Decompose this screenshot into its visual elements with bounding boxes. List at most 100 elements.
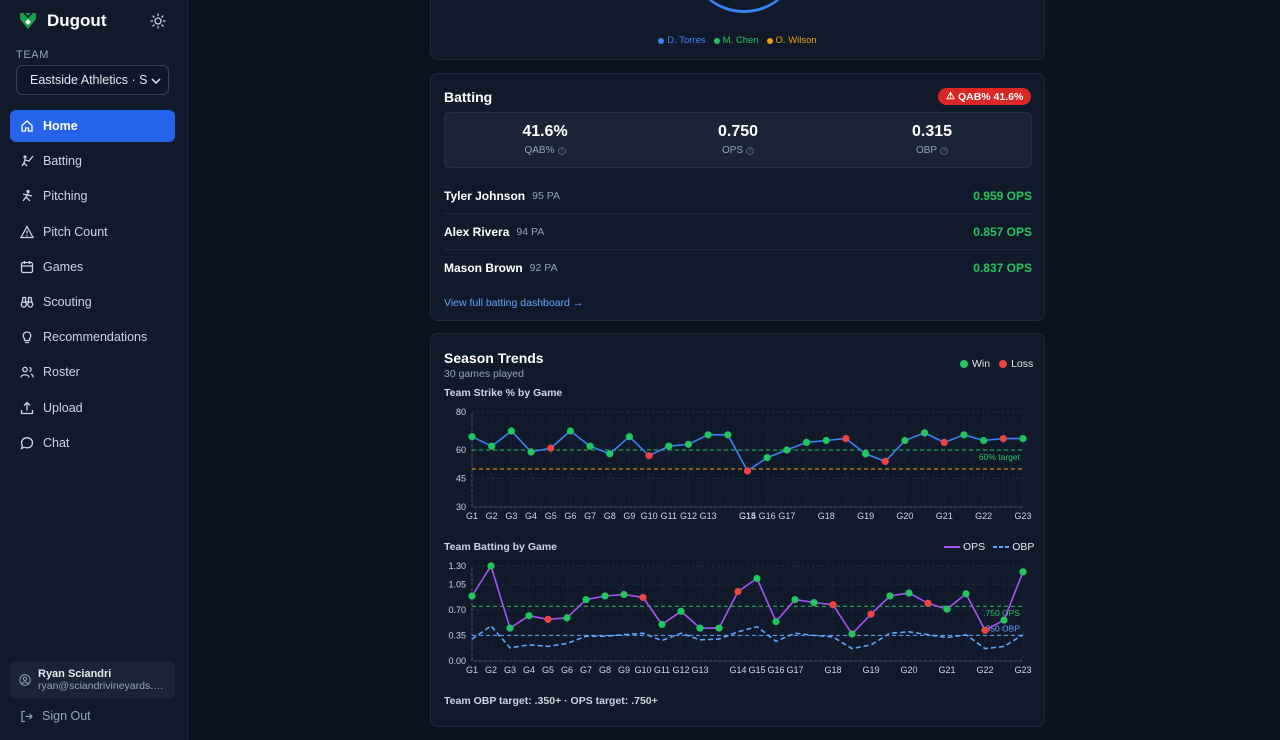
player-row[interactable]: Tyler Johnson 95 PA 0.959 OPS xyxy=(444,178,1032,214)
win-point xyxy=(980,436,988,445)
sign-out-label: Sign Out xyxy=(42,709,91,723)
win-point xyxy=(802,438,811,446)
sidebar: Dugout TEAM Eastside Athletics · Spring … xyxy=(0,0,188,740)
win-point xyxy=(943,605,951,613)
stat-label-row: QAB%? xyxy=(485,145,605,156)
win-point xyxy=(525,612,533,620)
svg-text:?: ? xyxy=(560,148,563,154)
loss-dot xyxy=(999,360,1008,368)
win-point xyxy=(724,431,732,439)
x-tick-label: G15 xyxy=(748,665,765,675)
stat-value: 41.6% xyxy=(522,123,568,140)
loss-point xyxy=(999,435,1007,443)
x-tick-label: G13 xyxy=(700,511,717,521)
win-point xyxy=(886,592,894,600)
batting-card: Batting ⚠ QAB% 41.6% 41.6% QAB%? 0.750 O… xyxy=(430,73,1045,321)
win-point xyxy=(487,562,495,570)
win-point xyxy=(1019,568,1027,576)
sign-out-button[interactable]: Sign Out xyxy=(20,709,91,723)
qab-alert-badge[interactable]: ⚠ QAB% 41.6% xyxy=(938,88,1032,105)
svg-text:?: ? xyxy=(943,148,946,154)
theme-toggle-sun-icon[interactable] xyxy=(150,13,166,29)
win-point xyxy=(563,614,571,622)
sidebar-item-chat[interactable]: Chat xyxy=(10,427,175,459)
team-select[interactable]: Eastside Athletics · Spring xyxy=(16,65,169,95)
win-point xyxy=(468,433,476,441)
win-point xyxy=(684,440,693,448)
x-tick-label: G17 xyxy=(786,665,803,675)
x-tick-label: G14 xyxy=(729,665,746,675)
x-tick-label: G12 xyxy=(680,511,697,521)
x-tick-label: G6 xyxy=(561,665,573,675)
sidebar-item-batting[interactable]: Batting xyxy=(10,145,175,177)
app-name: Dugout xyxy=(47,11,107,30)
user-info: Ryan Sciandri ryan@sciandrivineyards.c..… xyxy=(38,668,164,692)
win-point xyxy=(810,598,818,607)
targets-note: Team OBP target: .350+ · OPS target: .75… xyxy=(444,695,658,707)
pitcher-icon xyxy=(20,189,34,203)
player-row[interactable]: Alex Rivera 94 PA 0.857 OPS xyxy=(444,214,1032,250)
sidebar-item-home[interactable]: Home xyxy=(10,110,175,142)
sidebar-item-pitch-count[interactable]: Pitch Count xyxy=(10,216,175,248)
x-tick-label: G6 xyxy=(564,511,576,521)
sidebar-item-games[interactable]: Games xyxy=(10,251,175,283)
loss-label: Loss xyxy=(1011,358,1034,370)
player-pa: 94 PA xyxy=(516,225,545,238)
brand[interactable]: Dugout xyxy=(18,9,106,33)
games-played: 30 games played xyxy=(444,368,524,380)
loss-point xyxy=(940,438,948,446)
loss-point xyxy=(639,593,647,602)
win-dot xyxy=(960,360,968,368)
view-batting-dashboard-link[interactable]: View full batting dashboard → xyxy=(444,297,584,309)
calendar-icon xyxy=(20,260,34,274)
win-point xyxy=(658,620,666,629)
sidebar-item-scouting[interactable]: Scouting xyxy=(10,286,175,318)
win-point xyxy=(582,596,590,604)
win-point xyxy=(1019,435,1027,443)
pitch-distribution-card: D. Torres M. Chen O. Wilson xyxy=(430,0,1045,60)
win-point xyxy=(527,448,535,456)
sidebar-item-label: Pitch Count xyxy=(43,224,108,239)
player-pa: 95 PA xyxy=(532,189,560,202)
user-card[interactable]: Ryan Sciandri ryan@sciandrivineyards.c..… xyxy=(10,661,175,699)
win-point xyxy=(696,624,704,632)
loss-point xyxy=(734,587,742,596)
stat-value: 0.315 xyxy=(911,123,953,140)
help-icon[interactable]: ? xyxy=(940,146,948,155)
win-point xyxy=(848,630,856,638)
win-point xyxy=(791,596,799,604)
sidebar-item-label: Batting xyxy=(43,154,82,169)
sidebar-item-roster[interactable]: Roster xyxy=(10,356,175,388)
loss-point xyxy=(881,457,889,465)
player-ops: 0.857 OPS xyxy=(973,224,1032,239)
win-point xyxy=(921,429,929,437)
sidebar-item-label: Scouting xyxy=(43,294,92,309)
help-icon[interactable]: ? xyxy=(557,146,566,155)
player-name: Mason Brown xyxy=(444,261,523,275)
obp-legend-label: OBP xyxy=(1012,541,1035,553)
help-icon[interactable]: ? xyxy=(746,146,754,155)
win-point xyxy=(822,436,830,445)
sidebar-item-upload[interactable]: Upload xyxy=(10,392,175,424)
x-tick-label: G15 xyxy=(739,511,756,521)
sidebar-item-label: Home xyxy=(43,119,78,133)
user-email: ryan@sciandrivineyards.c... xyxy=(38,680,164,692)
y-tick-label: 0.35 xyxy=(448,630,466,640)
sidebar-item-label: Upload xyxy=(43,400,83,415)
x-tick-label: G11 xyxy=(654,665,670,675)
y-tick-label: 0.70 xyxy=(448,605,466,615)
stat-label-row: OPS? xyxy=(678,145,798,156)
win-point xyxy=(586,442,594,450)
legend-label: O. Wilson xyxy=(775,35,817,46)
pitch-pie-chart xyxy=(689,0,799,13)
loss-point xyxy=(924,599,932,607)
sidebar-item-recommendations[interactable]: Recommendations xyxy=(10,321,175,353)
x-tick-label: G3 xyxy=(505,511,517,521)
season-trends-card: Season Trends 30 games played Win Loss T… xyxy=(430,333,1045,727)
player-row[interactable]: Mason Brown 92 PA 0.837 OPS xyxy=(444,250,1032,286)
win-point xyxy=(665,442,673,450)
x-tick-label: G21 xyxy=(936,511,953,521)
sidebar-item-pitching[interactable]: Pitching xyxy=(10,180,175,212)
player-pa: 92 PA xyxy=(529,262,558,274)
x-tick-label: G5 xyxy=(545,511,557,521)
